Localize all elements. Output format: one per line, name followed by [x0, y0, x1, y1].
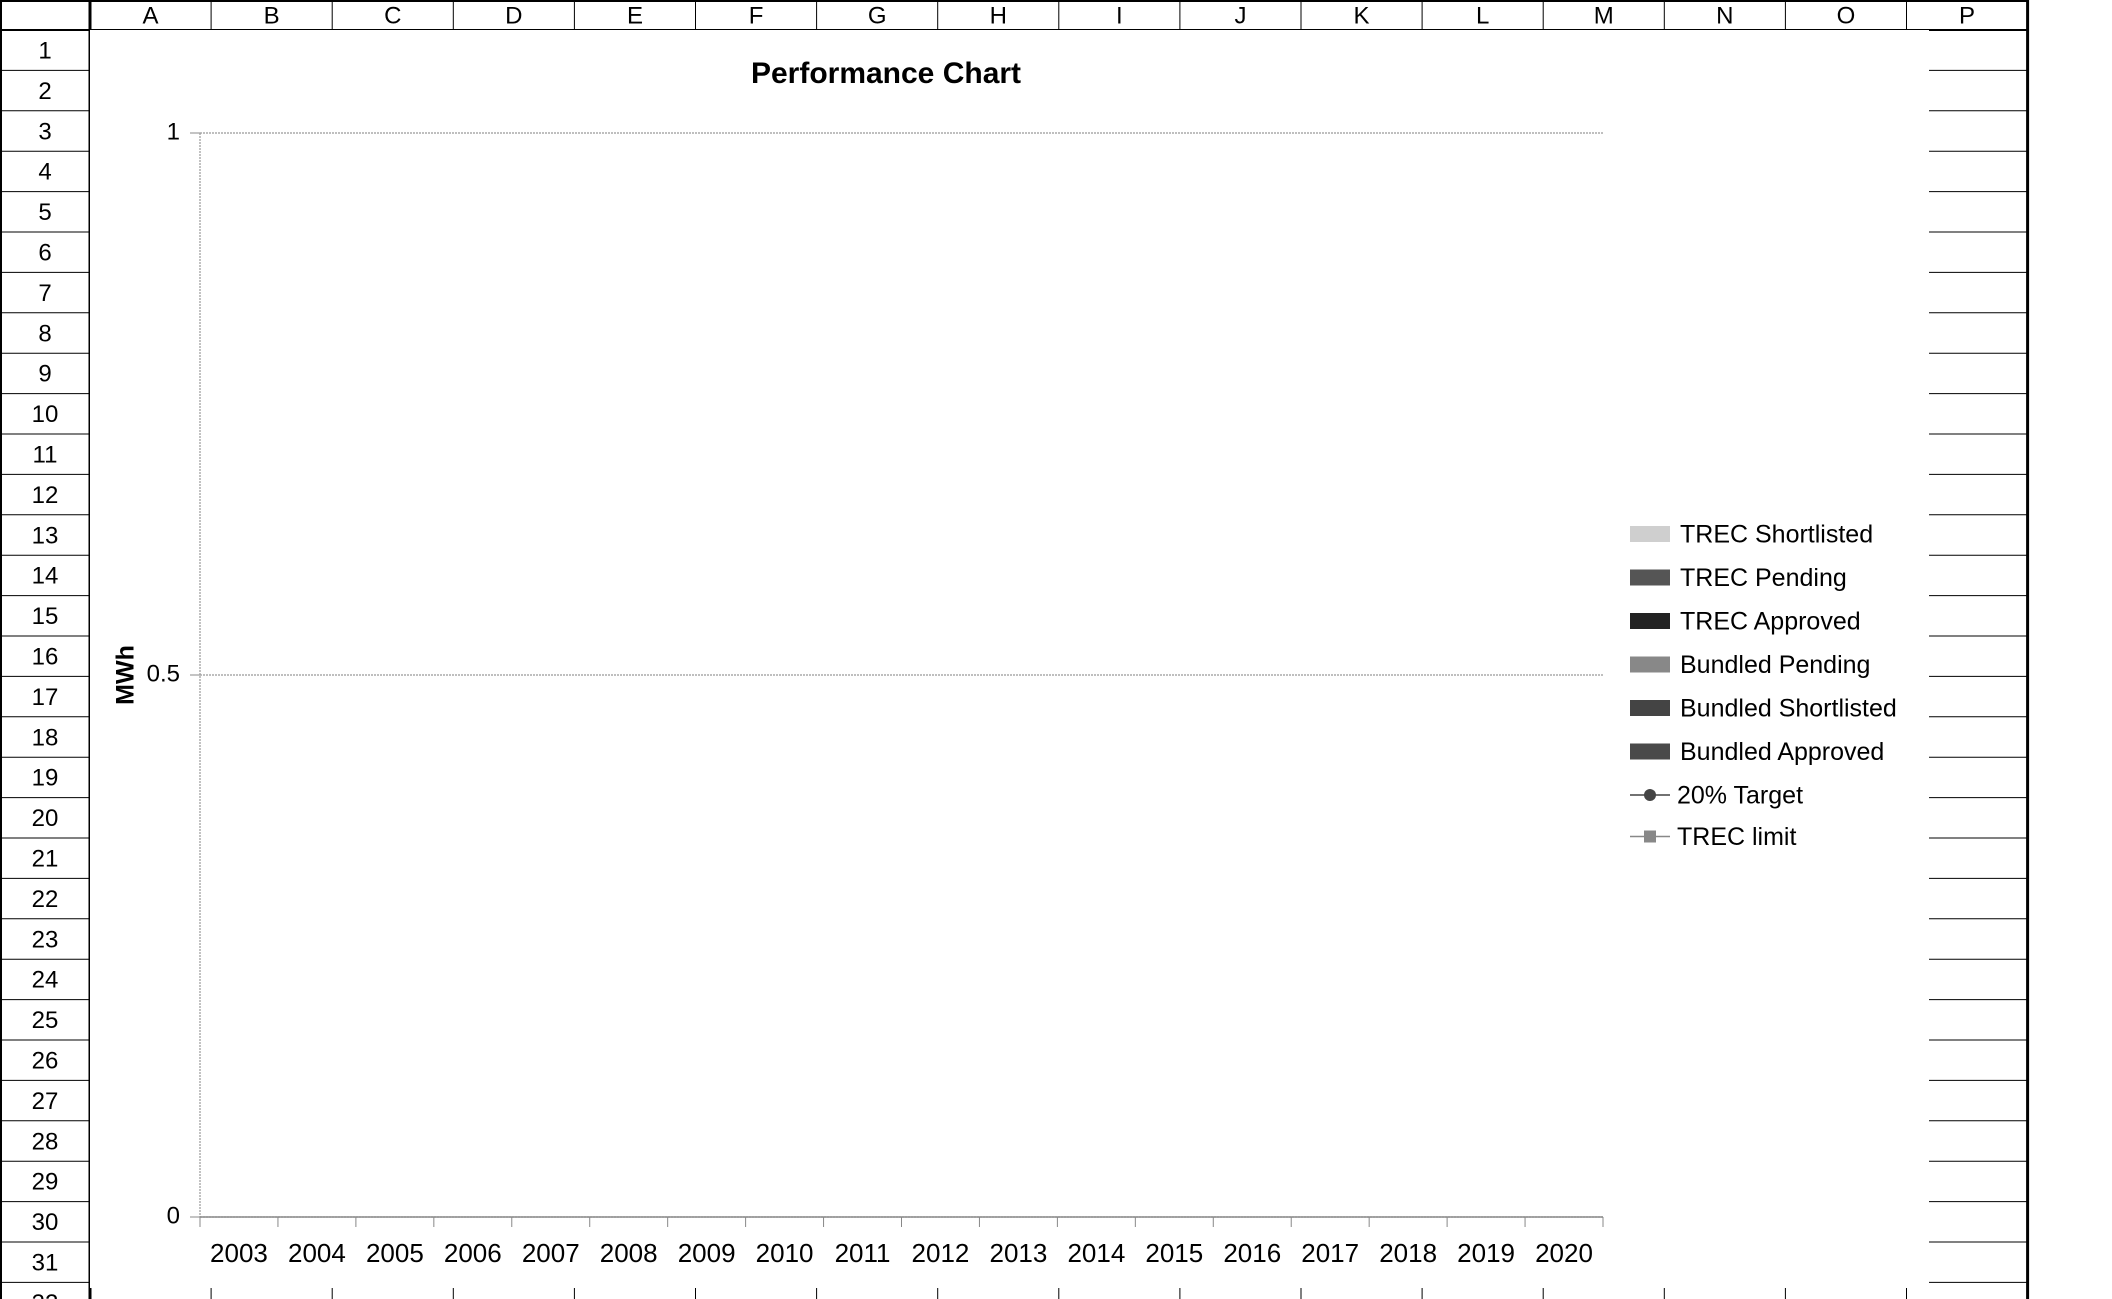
row-header: 19: [32, 765, 59, 792]
legend-swatch: [1630, 743, 1670, 760]
x-tick-label: 2016: [1223, 1238, 1281, 1268]
column-header: N: [1716, 2, 1733, 29]
row-header: 14: [32, 563, 59, 590]
x-tick-label: 2017: [1301, 1238, 1359, 1268]
legend-label: TREC limit: [1677, 823, 1796, 851]
x-tick-label: 2009: [678, 1238, 736, 1268]
row-header: 2: [38, 78, 51, 105]
column-header: A: [143, 2, 159, 29]
row-header: 30: [32, 1209, 59, 1236]
x-tick-label: 2007: [522, 1238, 580, 1268]
row-header: 16: [32, 644, 59, 671]
row-header: 22: [32, 886, 59, 913]
column-header: H: [990, 2, 1007, 29]
row-header: 8: [38, 320, 51, 347]
chart-title: Performance Chart: [751, 57, 1021, 90]
x-tick-label: 2006: [444, 1238, 502, 1268]
x-tick-label: 2015: [1145, 1238, 1203, 1268]
legend-label: TREC Pending: [1680, 564, 1847, 592]
row-header: 13: [32, 522, 59, 549]
row-header: 9: [38, 361, 51, 388]
row-header: 29: [32, 1169, 59, 1196]
x-tick-label: 2004: [288, 1238, 346, 1268]
column-header: F: [749, 2, 764, 29]
x-tick-label: 2008: [600, 1238, 658, 1268]
x-tick-label: 2010: [756, 1238, 814, 1268]
row-header: 10: [32, 401, 59, 428]
x-tick-label: 2020: [1535, 1238, 1593, 1268]
column-header: I: [1116, 2, 1123, 29]
row-header: 32: [32, 1290, 59, 1299]
legend-swatch: [1630, 569, 1670, 586]
row-header: 31: [32, 1250, 59, 1277]
row-header: 17: [32, 684, 59, 711]
column-header: E: [627, 2, 643, 29]
row-header: 25: [32, 1007, 59, 1034]
x-tick-label: 2019: [1457, 1238, 1515, 1268]
y-axis-label: MWh: [112, 645, 140, 705]
legend-label: TREC Shortlisted: [1680, 521, 1873, 549]
x-tick-label: 2012: [912, 1238, 970, 1268]
row-header: 24: [32, 967, 59, 994]
row-header: 27: [32, 1088, 59, 1115]
legend-label: TREC Approved: [1680, 608, 1861, 636]
column-header: K: [1354, 2, 1370, 29]
row-header: 3: [38, 118, 51, 145]
x-tick-label: 2005: [366, 1238, 424, 1268]
row-header: 1: [38, 38, 51, 65]
row-header: 18: [32, 724, 59, 751]
y-tick-label: 0: [167, 1202, 180, 1229]
column-header: M: [1594, 2, 1614, 29]
x-tick-label: 2013: [989, 1238, 1047, 1268]
column-header: P: [1959, 2, 1975, 29]
legend-swatch: [1630, 700, 1670, 716]
row-header: 26: [32, 1048, 59, 1075]
legend-label: Bundled Pending: [1680, 651, 1870, 679]
x-tick-label: 2014: [1067, 1238, 1125, 1268]
x-tick-label: 2003: [210, 1238, 268, 1268]
row-header: 12: [32, 482, 59, 509]
y-tick-label: 1: [167, 118, 180, 145]
column-header: O: [1837, 2, 1856, 29]
column-header: B: [264, 2, 280, 29]
row-header: 7: [38, 280, 51, 307]
x-tick-label: 2018: [1379, 1238, 1437, 1268]
column-header: D: [505, 2, 522, 29]
row-header: 5: [38, 199, 51, 226]
y-tick-label: 0.5: [147, 660, 180, 687]
chart: 0 0.5 1 2003 2004 2005 2006 2007 2008 2009 2010 201…: [147, 118, 1897, 1268]
row-header: 20: [32, 805, 59, 832]
x-tick-label: 2011: [835, 1238, 891, 1268]
legend-label: 20% Target: [1677, 782, 1803, 810]
legend-swatch: [1630, 613, 1670, 629]
chart-area: [90, 30, 1929, 1288]
row-header: 6: [38, 240, 51, 267]
legend-label: Bundled Approved: [1680, 738, 1884, 766]
row-header: 11: [33, 442, 58, 469]
column-header: J: [1234, 2, 1246, 29]
row-header: 23: [32, 926, 59, 953]
row-header: 28: [32, 1128, 59, 1155]
legend-swatch: [1630, 526, 1670, 542]
row-header: 21: [32, 846, 59, 873]
column-header: G: [868, 2, 887, 29]
row-header: 15: [32, 603, 59, 630]
column-header: C: [384, 2, 401, 29]
column-header: L: [1476, 2, 1489, 29]
row-header: 4: [38, 159, 51, 186]
legend-marker: [1644, 830, 1656, 843]
legend-marker: [1644, 789, 1656, 801]
legend-swatch: [1630, 656, 1670, 673]
legend-label: Bundled Shortlisted: [1680, 695, 1897, 723]
